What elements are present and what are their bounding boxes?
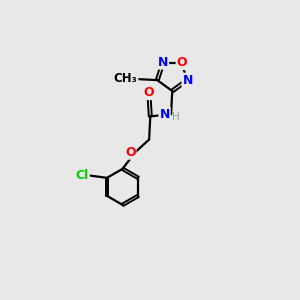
Text: N: N bbox=[159, 108, 170, 121]
Text: CH₃: CH₃ bbox=[114, 73, 137, 85]
Text: H: H bbox=[172, 112, 180, 122]
Text: O: O bbox=[144, 86, 154, 99]
Text: N: N bbox=[158, 56, 168, 69]
Text: Cl: Cl bbox=[76, 169, 89, 182]
Text: O: O bbox=[177, 56, 187, 69]
Text: N: N bbox=[182, 74, 193, 87]
Text: O: O bbox=[125, 146, 136, 159]
